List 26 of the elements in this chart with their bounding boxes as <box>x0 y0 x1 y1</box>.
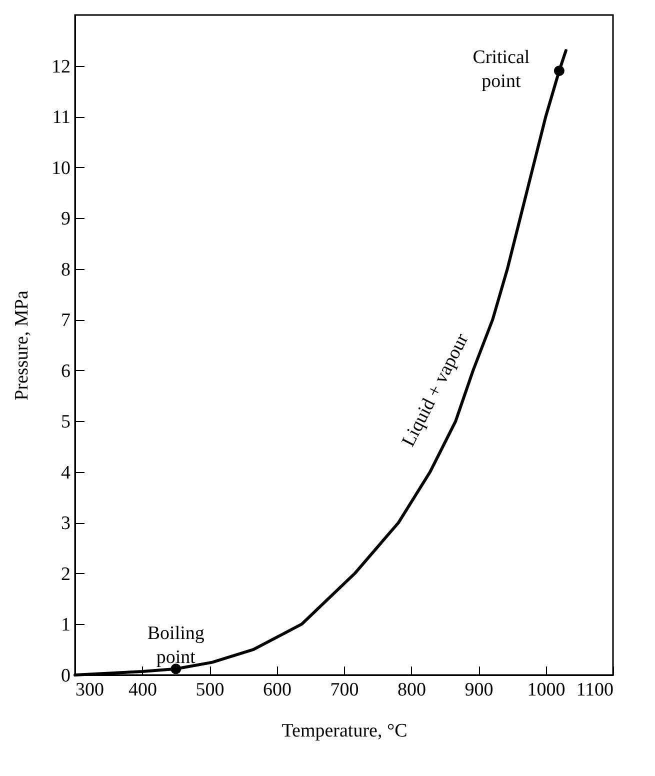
y-tick-label: 9 <box>61 208 70 230</box>
y-tick-label: 4 <box>61 462 71 484</box>
x-tick-label: 1000 <box>527 680 566 700</box>
y-axis-title: Pressure, MPa <box>12 290 32 400</box>
y-tick-label: 10 <box>52 158 70 179</box>
y-tick-label: 3 <box>61 513 70 534</box>
y-tick-label: 8 <box>61 259 70 280</box>
x-axis-title: Temperature, °C <box>282 720 408 742</box>
x-tick-label: 700 <box>330 680 359 700</box>
y-tick-label: 1 <box>61 614 70 636</box>
y-tick-label: 2 <box>61 564 70 585</box>
x-tick-label: 900 <box>464 680 494 700</box>
x-tick-label: 300 <box>76 680 104 700</box>
x-tick-label: 600 <box>263 680 292 700</box>
x-tick-label: 500 <box>196 680 224 700</box>
y-tick-label: 5 <box>61 412 70 433</box>
x-tick-label: 800 <box>398 680 426 700</box>
x-tick-label: 1100 <box>576 680 614 700</box>
annotation: Critical point <box>472 46 530 92</box>
y-tick-label: 11 <box>52 107 70 128</box>
y-tick-label: 7 <box>61 310 70 332</box>
annotation: Boiling point <box>147 622 205 668</box>
y-tick-label: 12 <box>52 56 70 78</box>
x-tick-label: 400 <box>128 680 157 700</box>
y-tick-label: 6 <box>61 360 70 382</box>
y-tick-label: 0 <box>61 666 70 686</box>
